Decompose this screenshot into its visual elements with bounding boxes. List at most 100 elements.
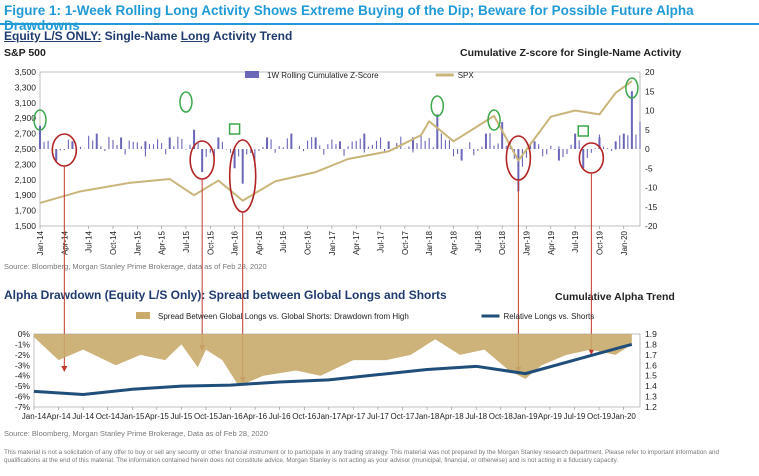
x-tick-label: Jan-16 bbox=[218, 412, 243, 421]
x-tick-label: Jan-20 bbox=[611, 412, 636, 421]
x-tick-label: Apr-16 bbox=[255, 230, 264, 255]
left-tick-label: 3,300 bbox=[15, 82, 37, 92]
left-tick-label: 0% bbox=[18, 329, 31, 339]
legend-label: Spread Between Global Longs vs. Global S… bbox=[158, 312, 409, 321]
top-left-axis-caption: S&P 500 bbox=[4, 47, 46, 59]
left-tick-label: -2% bbox=[15, 350, 31, 360]
right-tick-label: 1.7 bbox=[645, 350, 657, 360]
x-tick-label: Oct-19 bbox=[587, 412, 612, 421]
x-tick-label: Jul-14 bbox=[72, 412, 94, 421]
x-tick-label: Jan-17 bbox=[328, 230, 337, 255]
right-tick-label: -10 bbox=[645, 183, 658, 193]
callout-arrowhead bbox=[588, 349, 595, 355]
right-tick-label: 15 bbox=[645, 86, 655, 96]
x-tick-label: Jan-19 bbox=[522, 230, 531, 255]
spx-line bbox=[39, 80, 633, 204]
x-tick-label: Jan-18 bbox=[415, 412, 440, 421]
x-tick-label: Jul-17 bbox=[367, 412, 389, 421]
left-tick-label: -5% bbox=[15, 381, 31, 391]
x-tick-label: Apr-17 bbox=[341, 412, 366, 421]
top-title-prefix: Equity L/S ONLY: bbox=[4, 29, 102, 43]
highlight-circle-green bbox=[487, 109, 501, 131]
right-tick-label: 1.4 bbox=[645, 381, 657, 391]
x-tick-label: Jan-14 bbox=[22, 412, 47, 421]
highlight-circle-green bbox=[430, 95, 445, 117]
right-tick-label: -15 bbox=[645, 202, 658, 212]
relative-line bbox=[33, 342, 633, 396]
x-tick-label: Oct-18 bbox=[489, 412, 514, 421]
x-tick-label: Oct-14 bbox=[96, 412, 121, 421]
left-tick-label: -4% bbox=[15, 371, 31, 381]
x-tick-label: Apr-19 bbox=[538, 412, 563, 421]
x-tick-label: Jan-14 bbox=[36, 230, 45, 255]
x-tick-label: Apr-16 bbox=[243, 412, 268, 421]
right-tick-label: 1.2 bbox=[645, 402, 657, 412]
left-tick-label: -1% bbox=[15, 339, 31, 349]
drawdown-area bbox=[34, 334, 632, 387]
callout-arrowhead bbox=[61, 366, 68, 372]
disclaimer: This material is not a solicitation of a… bbox=[4, 449, 720, 464]
top-right-axis-caption: Cumulative Z-score for Single-Name Activ… bbox=[460, 47, 682, 59]
x-tick-label: Jan-17 bbox=[317, 412, 342, 421]
right-tick-label: -5 bbox=[645, 163, 653, 173]
right-tick-label: 5 bbox=[645, 125, 650, 135]
x-tick-label: Jan-18 bbox=[425, 230, 434, 255]
right-tick-label: 1.5 bbox=[645, 371, 657, 381]
left-tick-label: 2,500 bbox=[15, 144, 37, 154]
left-tick-label: 3,100 bbox=[15, 98, 37, 108]
title-rule bbox=[0, 23, 759, 25]
x-tick-label: Oct-18 bbox=[498, 230, 507, 255]
right-tick-label: 1.9 bbox=[645, 329, 657, 339]
x-tick-label: Oct-14 bbox=[109, 230, 118, 255]
x-tick-label: Jul-16 bbox=[269, 412, 291, 421]
x-tick-label: Apr-17 bbox=[352, 230, 361, 255]
right-tick-label: 0 bbox=[645, 144, 650, 154]
x-tick-label: Apr-18 bbox=[450, 230, 459, 255]
top-source: Source: Bloomberg, Morgan Stanley Prime … bbox=[4, 262, 267, 271]
x-tick-label: Oct-15 bbox=[194, 412, 219, 421]
bottom-source: Source: Bloomberg, Morgan Stanley Prime … bbox=[4, 429, 268, 438]
highlight-square-green bbox=[577, 125, 589, 137]
x-tick-label: Jan-16 bbox=[231, 230, 240, 255]
x-tick-label: Jul-19 bbox=[564, 412, 586, 421]
left-tick-label: -7% bbox=[15, 402, 31, 412]
figure-title: Figure 1: 1-Week Rolling Long Activity S… bbox=[4, 3, 694, 33]
left-tick-label: -3% bbox=[15, 360, 31, 370]
right-tick-label: 10 bbox=[645, 106, 655, 116]
left-tick-label: 1,500 bbox=[15, 221, 37, 231]
x-tick-label: Oct-15 bbox=[206, 230, 215, 255]
x-tick-label: Jul-19 bbox=[571, 230, 580, 252]
highlight-circle-green bbox=[179, 91, 193, 113]
x-tick-label: Oct-16 bbox=[292, 412, 317, 421]
x-tick-label: Jan-15 bbox=[120, 412, 145, 421]
x-tick-label: Apr-15 bbox=[145, 412, 170, 421]
x-tick-label: Oct-16 bbox=[304, 230, 313, 255]
x-tick-label: Jul-14 bbox=[85, 230, 94, 252]
left-tick-label: 2,900 bbox=[15, 113, 37, 123]
x-tick-label: Apr-18 bbox=[440, 412, 465, 421]
x-tick-label: Oct-19 bbox=[595, 230, 604, 255]
top-title-underlined: Long bbox=[180, 29, 211, 43]
top-title-suffix: Activity Trend bbox=[210, 29, 293, 43]
legend-swatch bbox=[136, 312, 150, 319]
x-tick-label: Jul-16 bbox=[279, 230, 288, 252]
legend-label: SPX bbox=[458, 71, 475, 80]
top-title-mid: Single-Name bbox=[101, 29, 181, 43]
bottom-right-axis-caption: Cumulative Alpha Trend bbox=[555, 291, 675, 303]
top-panel-title: Equity L/S ONLY: Single-Name Long Activi… bbox=[4, 29, 292, 43]
x-tick-label: Jul-18 bbox=[465, 412, 487, 421]
right-tick-label: -20 bbox=[645, 221, 658, 231]
x-tick-label: Apr-14 bbox=[47, 412, 72, 421]
x-tick-label: Jul-18 bbox=[474, 230, 483, 252]
highlight-circle-green bbox=[625, 77, 639, 99]
x-tick-label: Oct-17 bbox=[391, 412, 416, 421]
bottom-panel-title: Alpha Drawdown (Equity L/S Only): Spread… bbox=[4, 288, 447, 302]
right-tick-label: 1.8 bbox=[645, 339, 657, 349]
x-tick-label: Jan-19 bbox=[513, 412, 538, 421]
highlight-square-green bbox=[228, 123, 241, 135]
left-tick-label: -6% bbox=[15, 392, 31, 402]
x-tick-label: Jul-15 bbox=[182, 230, 191, 252]
left-tick-label: 1,900 bbox=[15, 190, 37, 200]
